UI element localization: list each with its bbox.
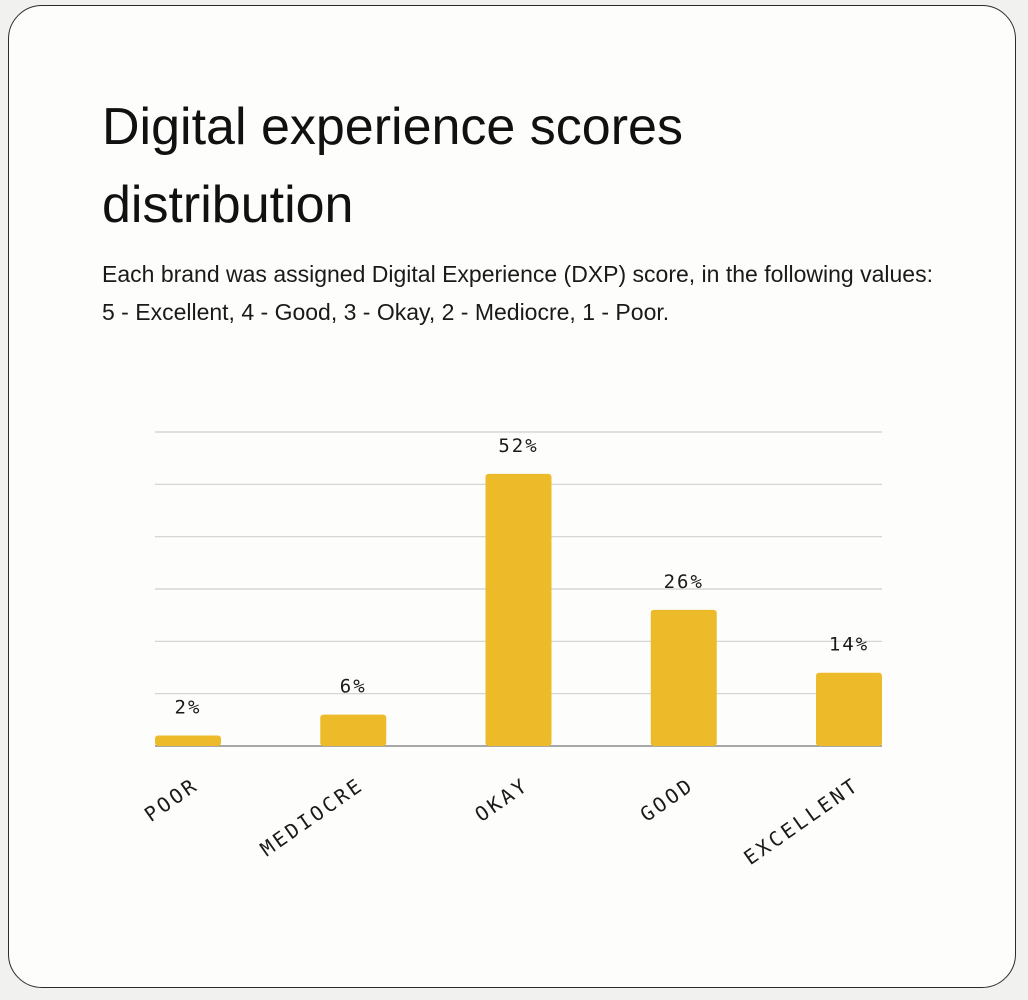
data-label-okay: 52% bbox=[498, 435, 538, 457]
bar-poor bbox=[155, 735, 221, 746]
x-tick-label-okay: OKAY bbox=[470, 772, 533, 826]
data-label-excellent: 14% bbox=[829, 634, 869, 656]
chart-card: Digital experience scores distribution E… bbox=[8, 5, 1016, 988]
x-tick-label-good: GOOD bbox=[636, 772, 699, 826]
data-label-poor: 2% bbox=[175, 697, 202, 719]
bar-excellent bbox=[816, 672, 882, 746]
chart-data-labels: 2% 6% 52% 26% 14% bbox=[175, 435, 869, 719]
chart-x-axis: POOR MEDIOCRE OKAY GOOD EXCELLENT bbox=[140, 772, 864, 869]
data-label-good: 26% bbox=[664, 571, 704, 593]
bar-okay bbox=[485, 473, 552, 746]
x-tick-label-excellent: EXCELLENT bbox=[739, 772, 864, 869]
chart-subtitle: Each brand was assigned Digital Experien… bbox=[102, 261, 933, 325]
bar-good bbox=[650, 609, 717, 746]
x-tick-label-mediocre: MEDIOCRE bbox=[256, 772, 368, 861]
chart-title: Digital experience scores distribution bbox=[102, 98, 683, 234]
x-tick-label-poor: POOR bbox=[140, 772, 203, 826]
data-label-mediocre: 6% bbox=[340, 676, 367, 698]
chart-bars bbox=[155, 473, 882, 746]
bar-mediocre bbox=[320, 714, 387, 746]
